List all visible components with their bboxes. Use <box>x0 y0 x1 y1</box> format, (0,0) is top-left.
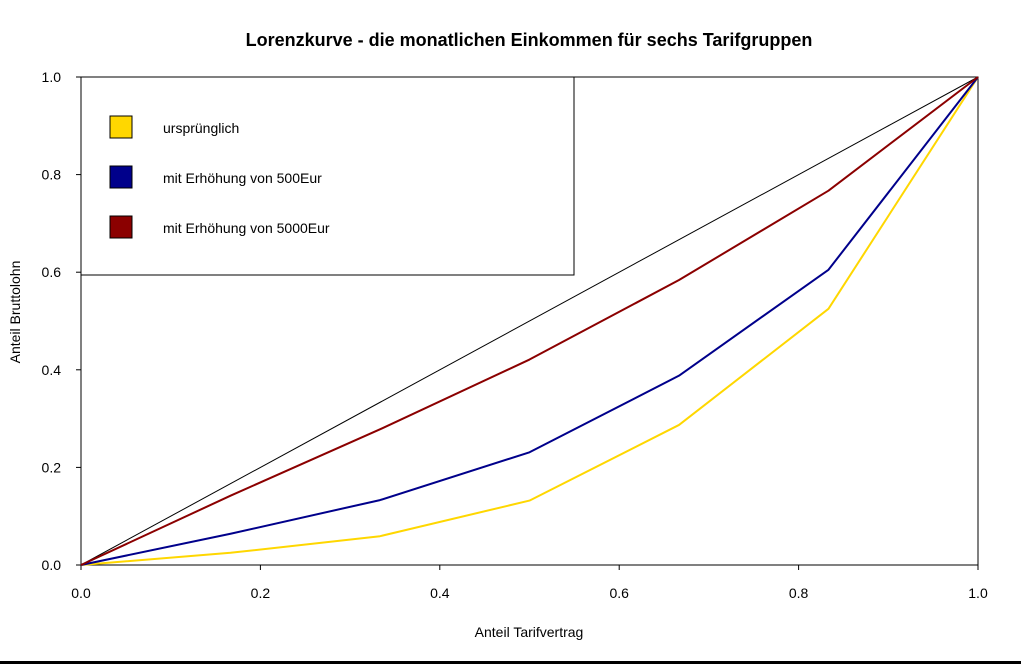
equality-line <box>80 76 979 566</box>
legend-swatch-1 <box>109 165 133 189</box>
chart-title: Lorenzkurve - die monatlichen Einkommen … <box>246 30 813 50</box>
y-tick-label: 0.6 <box>42 264 62 280</box>
y-tick-label: 0.4 <box>42 362 62 378</box>
bottom-edge <box>0 661 1021 664</box>
legend-box <box>80 76 575 276</box>
series-line-0 <box>80 76 979 566</box>
x-axis-label: Anteil Tarifvertrag <box>475 624 584 640</box>
series-line-1 <box>80 76 979 566</box>
x-tick-label: 0.0 <box>71 585 91 601</box>
legend-label-2: mit Erhöhung von 5000Eur <box>163 220 330 236</box>
y-tick-label: 0.2 <box>42 459 62 475</box>
y-axis-label: Anteil Bruttolohn <box>7 261 23 364</box>
series-lines <box>80 76 979 566</box>
axis-ticks: 0.0 0.2 0.4 0.6 0.8 1.0 0.0 0.2 0.4 0.6 0.8 1.0 <box>42 69 988 601</box>
legend-swatch-2 <box>109 215 133 239</box>
legend: ursprünglich mit Erhöhung von 500Eur mit E… <box>80 76 575 276</box>
y-tick-label: 0.0 <box>42 557 62 573</box>
x-tick-label: 0.4 <box>430 585 450 601</box>
legend-label-1: mit Erhöhung von 500Eur <box>163 170 322 186</box>
x-tick-label: 0.8 <box>789 585 809 601</box>
y-tick-label: 0.8 <box>42 167 62 183</box>
legend-label-0: ursprünglich <box>163 120 239 136</box>
x-tick-label: 0.6 <box>609 585 629 601</box>
x-tick-label: 1.0 <box>968 585 988 601</box>
y-tick-label: 1.0 <box>42 69 62 85</box>
legend-swatch-0 <box>109 115 133 139</box>
series-line-2 <box>80 76 979 566</box>
x-tick-label: 0.2 <box>251 585 271 601</box>
